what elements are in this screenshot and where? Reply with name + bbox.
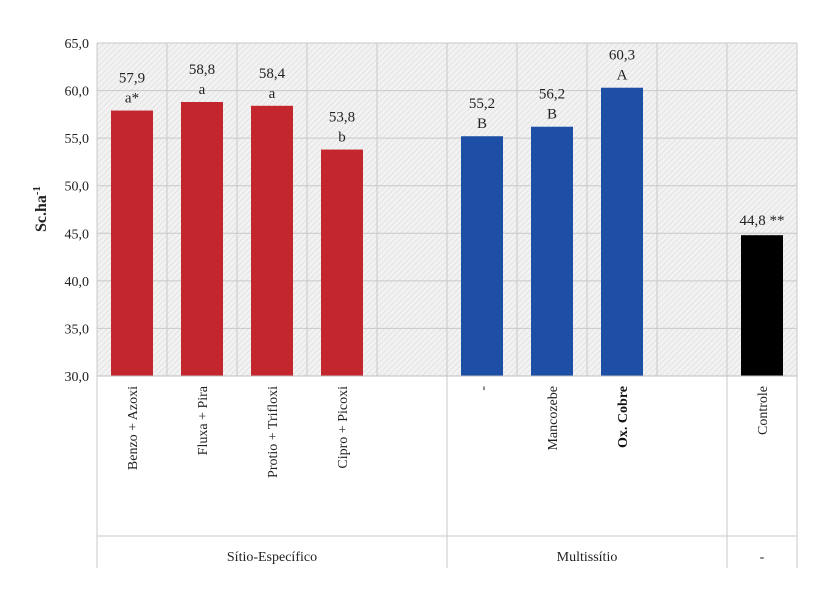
y-axis-title: Sc.ha-1	[31, 186, 50, 232]
y-tick-label: 45,0	[65, 227, 90, 242]
bar-value-label: 57,9	[119, 71, 145, 87]
y-tick-label: 65,0	[65, 37, 90, 52]
labels-layer: 57,9 a* 58,8 a 58,4 a 53,8 b 55,2 B 56,2 B 60,3 A 44,8…	[119, 48, 785, 229]
bar	[531, 126, 573, 377]
y-tick-label: 35,0	[65, 322, 90, 337]
bar	[461, 136, 503, 376]
bar-significance-letter: B	[547, 107, 557, 123]
bar	[741, 235, 783, 376]
bar-value-label: 58,8	[189, 62, 215, 78]
x-category-label: Controle	[756, 386, 771, 435]
y-tick-label: 50,0	[65, 180, 90, 195]
group-label: Sítio-Específico	[227, 550, 317, 565]
bar-value-label: 56,2	[539, 87, 565, 103]
x-category-label: Mancozebe	[546, 386, 561, 451]
x-category-label: Ox. Cobre	[616, 386, 631, 448]
bar-significance-letter: A	[617, 68, 628, 84]
y-tick-label: 40,0	[65, 275, 90, 290]
y-tick-label: 55,0	[65, 132, 90, 147]
bar-significance-letter: b	[338, 130, 346, 146]
bar	[601, 87, 643, 377]
bar-value-label: 53,8	[329, 110, 355, 126]
y-tick-label: 30,0	[65, 370, 90, 385]
axis-layer: 30,0 35,0 40,0 45,0 50,0 55,0 60,0 65,0 Benzo + …	[65, 37, 798, 568]
y-axis-title-base: Sc.ha	[33, 195, 50, 232]
bar-significance-letter: a	[199, 82, 206, 98]
bar-value-label: 60,3	[609, 48, 635, 64]
bars-layer	[111, 87, 783, 377]
x-category-label: Protio + Trifloxi	[266, 386, 281, 478]
bar-value-label: 58,4	[259, 66, 286, 82]
bar-value-label: 44,8 **	[740, 213, 785, 229]
bar	[181, 101, 223, 376]
bar-significance-letter: a*	[125, 91, 139, 107]
bar	[321, 149, 363, 376]
bar-value-label: 55,2	[469, 96, 495, 112]
bar-significance-letter: a	[269, 86, 276, 102]
y-axis-title-superscript: -1	[31, 186, 43, 195]
group-label: Multissítio	[557, 550, 618, 565]
bar-significance-letter: B	[477, 116, 487, 132]
x-category-label: -	[476, 386, 491, 391]
x-category-label: Fluxa + Pira	[196, 385, 211, 455]
group-label: -	[760, 550, 765, 565]
x-category-label: Cipro + Picoxi	[336, 386, 351, 469]
y-tick-label: 60,0	[65, 85, 90, 100]
x-category-label: Benzo + Azoxi	[126, 386, 141, 470]
bar	[251, 105, 293, 377]
bar	[111, 110, 153, 377]
